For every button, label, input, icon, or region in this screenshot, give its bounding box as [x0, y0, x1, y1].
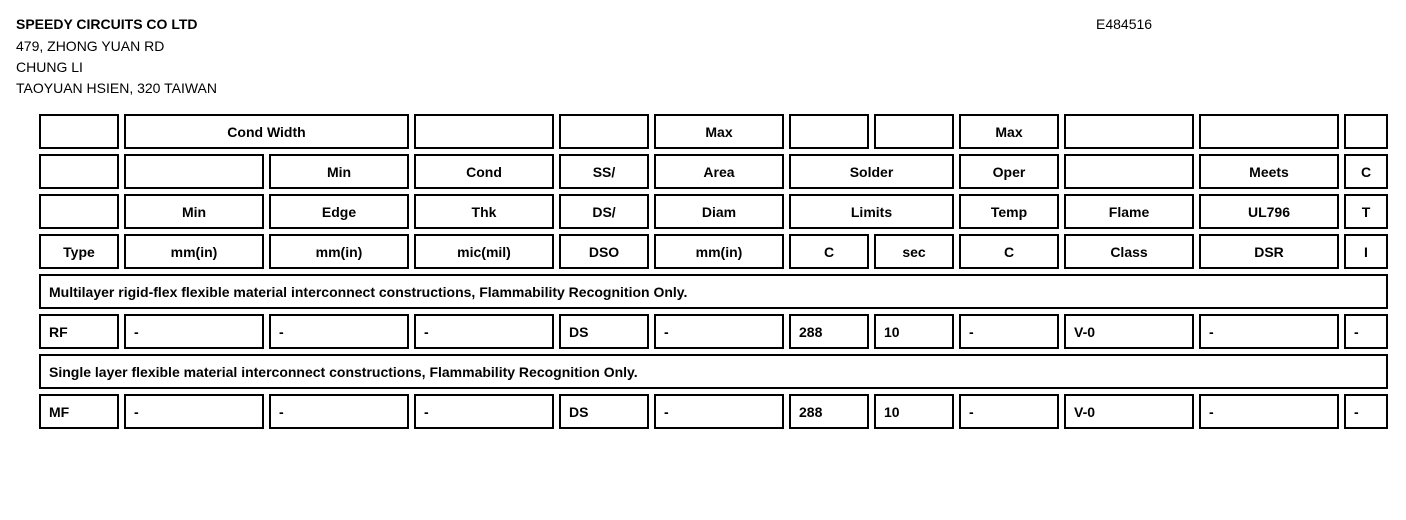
- data-cell: -: [1344, 394, 1388, 429]
- specification-table: Cond WidthMaxMaxMinCondSS/AreaSolderOper…: [34, 109, 1393, 434]
- header-cell: [1344, 114, 1388, 149]
- header-cell: Cond: [414, 154, 554, 189]
- header-cell: T: [1344, 194, 1388, 229]
- header-cell: Min: [269, 154, 409, 189]
- header-cell: Min: [124, 194, 264, 229]
- header-cell: Class: [1064, 234, 1194, 269]
- data-cell: 10: [874, 394, 954, 429]
- table-section-row: Multilayer rigid-flex flexible material …: [39, 274, 1388, 309]
- data-cell: -: [654, 394, 784, 429]
- header-cell: [124, 154, 264, 189]
- header-cell: Max: [654, 114, 784, 149]
- header-cell: [1199, 114, 1339, 149]
- company-name: SPEEDY CIRCUITS CO LTD: [16, 16, 1096, 32]
- header-cell: [1064, 154, 1194, 189]
- header-cell: Oper: [959, 154, 1059, 189]
- header-row: SPEEDY CIRCUITS CO LTD E484516: [16, 16, 1386, 32]
- data-cell: -: [414, 394, 554, 429]
- header-cell: Max: [959, 114, 1059, 149]
- data-cell: -: [1344, 314, 1388, 349]
- header-cell: DS/: [559, 194, 649, 229]
- data-cell: MF: [39, 394, 119, 429]
- section-cell: Single layer flexible material interconn…: [39, 354, 1388, 389]
- data-cell: -: [124, 394, 264, 429]
- data-cell: -: [959, 314, 1059, 349]
- address-line-1: 479, ZHONG YUAN RD: [16, 36, 1390, 57]
- header-cell: Edge: [269, 194, 409, 229]
- header-cell: Thk: [414, 194, 554, 229]
- header-cell: Temp: [959, 194, 1059, 229]
- header-cell: mm(in): [654, 234, 784, 269]
- header-cell: UL796: [1199, 194, 1339, 229]
- header-cell: C: [1344, 154, 1388, 189]
- header-cell: C: [789, 234, 869, 269]
- address-line-3: TAOYUAN HSIEN, 320 TAIWAN: [16, 78, 1390, 99]
- data-cell: 288: [789, 314, 869, 349]
- file-number: E484516: [1096, 16, 1152, 32]
- header-cell: [789, 114, 869, 149]
- section-cell: Multilayer rigid-flex flexible material …: [39, 274, 1388, 309]
- data-cell: V-0: [1064, 394, 1194, 429]
- header-cell: Meets: [1199, 154, 1339, 189]
- header-cell: [39, 154, 119, 189]
- header-cell: DSR: [1199, 234, 1339, 269]
- data-cell: -: [959, 394, 1059, 429]
- header-cell: [39, 114, 119, 149]
- header-cell: SS/: [559, 154, 649, 189]
- header-cell: [559, 114, 649, 149]
- table-header-row: MinCondSS/AreaSolderOper MeetsC: [39, 154, 1388, 189]
- header-cell: Cond Width: [124, 114, 409, 149]
- header-cell: Area: [654, 154, 784, 189]
- header-cell: [1064, 114, 1194, 149]
- header-cell: Flame: [1064, 194, 1194, 229]
- header-cell: mm(in): [124, 234, 264, 269]
- address-line-2: CHUNG LI: [16, 57, 1390, 78]
- data-cell: -: [269, 314, 409, 349]
- data-cell: DS: [559, 394, 649, 429]
- header-cell: Solder: [789, 154, 954, 189]
- data-cell: -: [654, 314, 784, 349]
- table-data-row: RF---DS-28810-V-0--: [39, 314, 1388, 349]
- table-header-row: Cond Width Max Max: [39, 114, 1388, 149]
- table-data-row: MF---DS-28810-V-0--: [39, 394, 1388, 429]
- table-body: Cond WidthMaxMaxMinCondSS/AreaSolderOper…: [39, 114, 1388, 429]
- table-section-row: Single layer flexible material interconn…: [39, 354, 1388, 389]
- data-cell: -: [1199, 394, 1339, 429]
- header-cell: [39, 194, 119, 229]
- table-header-row: MinEdgeThkDS/DiamLimitsTempFlameUL796T: [39, 194, 1388, 229]
- header-cell: [874, 114, 954, 149]
- data-cell: DS: [559, 314, 649, 349]
- company-address: 479, ZHONG YUAN RD CHUNG LI TAOYUAN HSIE…: [16, 36, 1390, 99]
- header-cell: DSO: [559, 234, 649, 269]
- header-cell: Type: [39, 234, 119, 269]
- data-cell: -: [414, 314, 554, 349]
- header-cell: [414, 114, 554, 149]
- header-cell: mic(mil): [414, 234, 554, 269]
- data-cell: RF: [39, 314, 119, 349]
- header-cell: C: [959, 234, 1059, 269]
- data-cell: -: [269, 394, 409, 429]
- header-cell: Diam: [654, 194, 784, 229]
- data-cell: 10: [874, 314, 954, 349]
- header-cell: Limits: [789, 194, 954, 229]
- data-cell: V-0: [1064, 314, 1194, 349]
- table-header-row: Typemm(in)mm(in)mic(mil)DSOmm(in)CsecCCl…: [39, 234, 1388, 269]
- data-cell: 288: [789, 394, 869, 429]
- header-cell: sec: [874, 234, 954, 269]
- data-cell: -: [1199, 314, 1339, 349]
- data-cell: -: [124, 314, 264, 349]
- header-cell: mm(in): [269, 234, 409, 269]
- header-cell: I: [1344, 234, 1388, 269]
